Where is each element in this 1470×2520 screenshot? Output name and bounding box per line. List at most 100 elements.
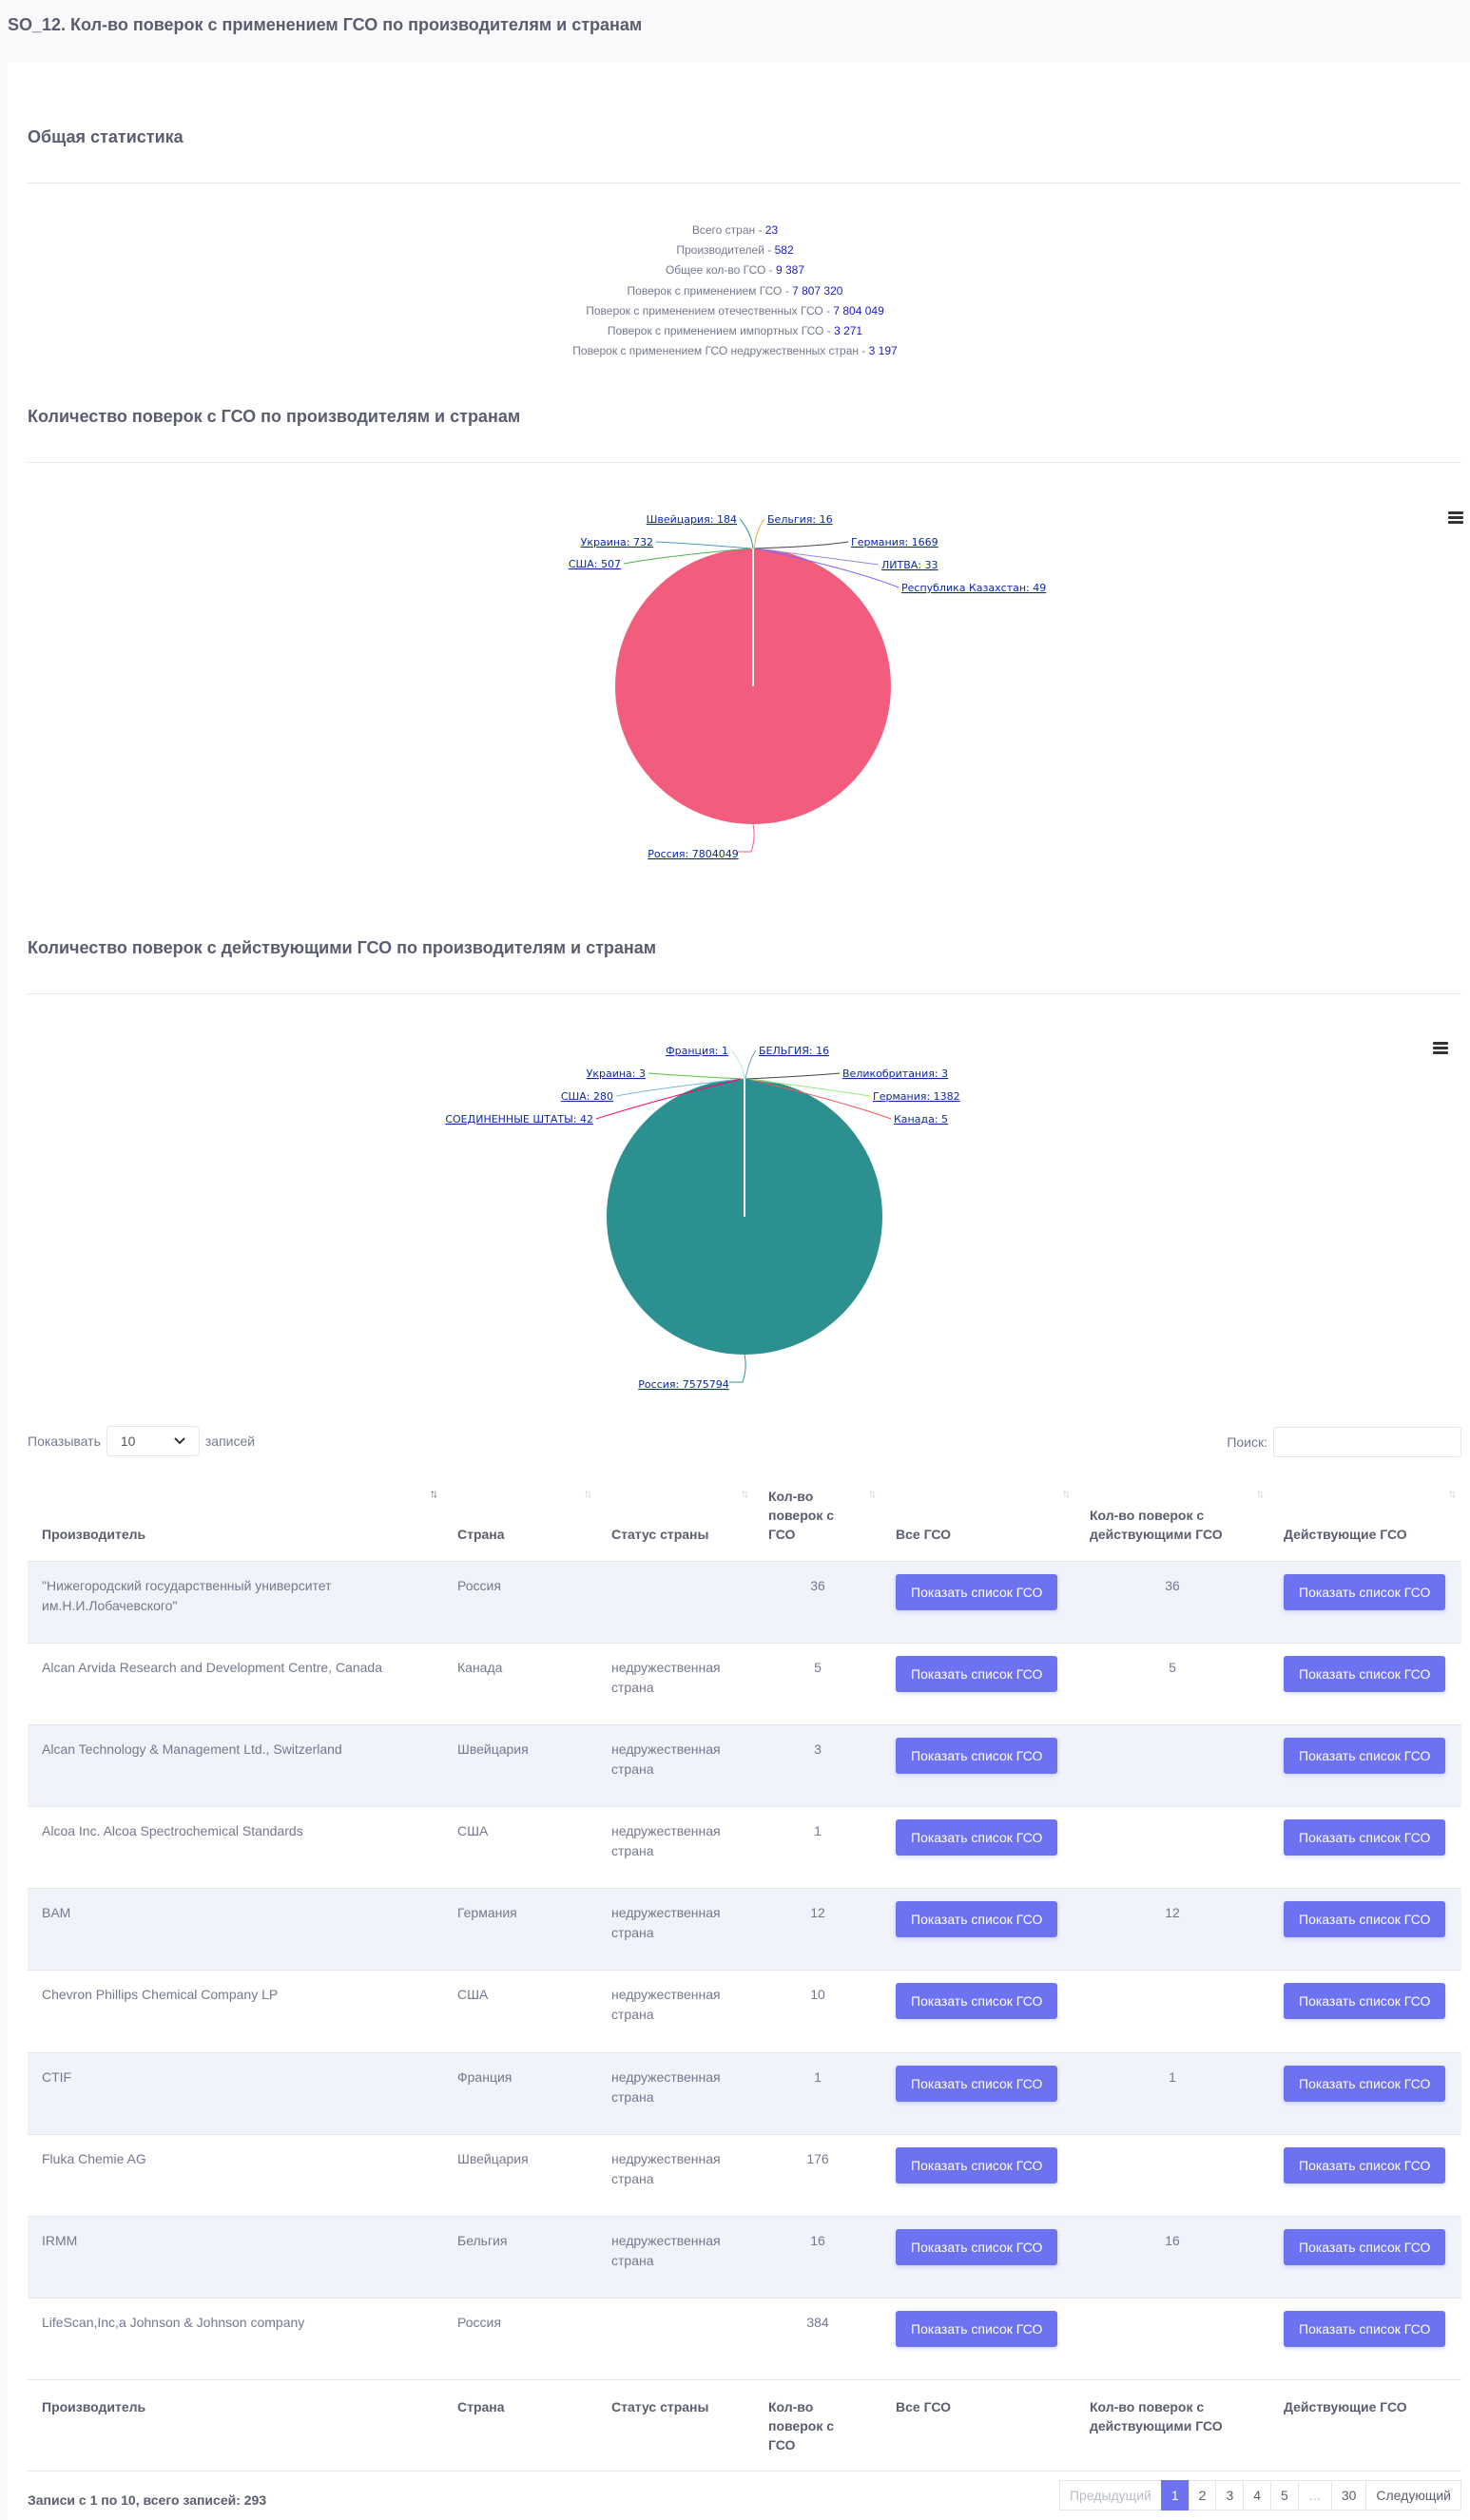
- header-maker[interactable]: Производитель ↑↓: [28, 1469, 443, 1561]
- cell-country-text: Германия: [457, 1905, 517, 1921]
- cell-country-text: Франция: [457, 2068, 513, 2085]
- header-count[interactable]: Кол-во поверок с ГСО ↑↓: [754, 1469, 881, 1561]
- label-connector: [738, 823, 755, 853]
- sort-icon[interactable]: ↑↓: [868, 1487, 877, 1500]
- cell-country-text: США: [457, 1987, 489, 2003]
- data-label[interactable]: Франция: 1: [666, 1045, 728, 1057]
- cell-count: 10: [754, 1971, 881, 2052]
- show-all-gso-button[interactable]: Показать список ГСО: [896, 1819, 1058, 1856]
- stat-value: 7 807 320: [792, 283, 843, 298]
- data-label[interactable]: Германия: 1669: [851, 536, 938, 548]
- label-connector: [739, 518, 754, 549]
- stat-label: Поверок с применением ГСО недружественны…: [572, 344, 869, 358]
- page-size-select[interactable]: 10: [106, 1426, 200, 1456]
- header-status[interactable]: Статус страны ↑↓: [597, 1469, 754, 1561]
- cell-status: [597, 2299, 754, 2380]
- show-all-gso-button[interactable]: Показать список ГСО: [896, 2146, 1058, 2183]
- sort-icon[interactable]: ↑↓: [1448, 1487, 1457, 1500]
- show-active-gso-button[interactable]: Показать список ГСО: [1284, 1819, 1446, 1856]
- sort-icon[interactable]: ↑↓: [1062, 1487, 1071, 1500]
- show-active-gso-button[interactable]: Показать список ГСО: [1284, 1655, 1446, 1692]
- stats-title: Общая статистика: [28, 127, 184, 146]
- show-all-gso-button[interactable]: Показать список ГСО: [896, 1655, 1058, 1692]
- header-active-count[interactable]: Кол-во поверок с действующими ГСО ↑↓: [1075, 1469, 1269, 1561]
- header-all-gso[interactable]: Все ГСО ↑↓: [881, 1469, 1075, 1561]
- show-all-gso-button[interactable]: Показать список ГСО: [896, 2065, 1058, 2102]
- data-label[interactable]: Украина: 3: [587, 1068, 646, 1080]
- show-all-gso-button[interactable]: Показать список ГСО: [896, 1983, 1058, 2020]
- cell-count: 384: [754, 2299, 881, 2380]
- cell-maker: IRMM: [28, 2217, 443, 2299]
- header-active-gso[interactable]: Действующие ГСО ↑↓: [1269, 1469, 1461, 1561]
- label-connector: [747, 1078, 892, 1120]
- sort-icon[interactable]: ↑↓: [430, 1487, 438, 1500]
- page-button[interactable]: 4: [1243, 2480, 1272, 2510]
- data-label[interactable]: Россия: 7575794: [638, 1378, 728, 1391]
- sort-icon[interactable]: ↑↓: [1256, 1487, 1265, 1500]
- cell-country-text: Швейцария: [457, 1741, 529, 1757]
- show-all-gso-button[interactable]: Показать список ГСО: [896, 1901, 1058, 1938]
- page-button[interactable]: …: [1297, 2480, 1332, 2510]
- show-active-gso-button[interactable]: Показать список ГСО: [1284, 2065, 1446, 2102]
- show-active-gso-button[interactable]: Показать список ГСО: [1284, 1901, 1446, 1938]
- table-info: Записи с 1 по 10, всего записей: 293: [28, 2492, 267, 2508]
- header-country[interactable]: Страна ↑↓: [443, 1469, 597, 1561]
- cell-maker: BAM: [28, 1889, 443, 1971]
- next-page-button[interactable]: Следующий: [1365, 2480, 1461, 2510]
- data-label[interactable]: ЛИТВА: 33: [881, 559, 938, 571]
- page-button[interactable]: 1: [1160, 2480, 1190, 2510]
- show-active-gso-button[interactable]: Показать список ГСО: [1284, 1573, 1446, 1610]
- cell-maker: Alcan Arvida Research and Development Ce…: [28, 1643, 443, 1724]
- header-label: Все ГСО: [896, 1526, 951, 1542]
- data-label[interactable]: Германия: 1382: [873, 1090, 960, 1103]
- show-all-gso-button[interactable]: Показать список ГСО: [896, 2311, 1058, 2348]
- page-button[interactable]: 3: [1215, 2480, 1245, 2510]
- cell-status: недружественная страна: [597, 2052, 754, 2134]
- header-label: Действующие ГСО: [1284, 1526, 1407, 1542]
- data-label[interactable]: Республика Казахстан: 49: [901, 582, 1046, 594]
- data-label[interactable]: США: 280: [561, 1090, 613, 1103]
- sort-icon[interactable]: ↑↓: [584, 1487, 592, 1500]
- header-all-gso: Все ГСО: [881, 2380, 1075, 2472]
- cell-count-text: 10: [810, 1987, 825, 2003]
- prev-page-button[interactable]: Предыдущий: [1058, 2480, 1162, 2510]
- show-active-gso-button[interactable]: Показать список ГСО: [1284, 2229, 1446, 2265]
- cell-maker-text: Chevron Phillips Chemical Company LP: [42, 1987, 279, 2003]
- chart2-menu-icon[interactable]: [1433, 1042, 1448, 1055]
- show-active-gso-button[interactable]: Показать список ГСО: [1284, 2146, 1446, 2183]
- data-label[interactable]: Канада: 5: [894, 1113, 948, 1125]
- page-button[interactable]: 30: [1330, 2480, 1367, 2510]
- chart1-menu-icon[interactable]: [1448, 511, 1463, 525]
- data-label[interactable]: СОЕДИНЕННЫЕ ШТАТЫ: 42: [445, 1113, 593, 1125]
- sort-icon[interactable]: ↑↓: [741, 1487, 749, 1500]
- stat-label: Производителей -: [676, 243, 775, 258]
- cell-maker: LifeScan,Inc,a Johnson & Johnson company: [28, 2299, 443, 2380]
- data-label[interactable]: США: 507: [569, 558, 621, 570]
- page-button[interactable]: 5: [1270, 2480, 1299, 2510]
- table-row: Chevron Phillips Chemical Company LP США н…: [28, 1971, 1461, 2053]
- show-all-gso-button[interactable]: Показать список ГСО: [896, 2229, 1058, 2265]
- label-connector: [615, 1078, 743, 1097]
- data-label[interactable]: Бельгия: 16: [767, 513, 833, 526]
- page-button[interactable]: 2: [1188, 2480, 1217, 2510]
- data-label[interactable]: Швейцария: 184: [647, 513, 737, 526]
- data-label[interactable]: БЕЛЬГИЯ: 16: [759, 1045, 829, 1057]
- cell-country-text: Россия: [457, 2315, 501, 2331]
- show-active-gso-button[interactable]: Показать список ГСО: [1284, 1737, 1446, 1774]
- stat-value: 9 387: [776, 263, 805, 278]
- show-all-gso-button[interactable]: Показать список ГСО: [896, 1573, 1058, 1610]
- data-label[interactable]: Россия: 7804049: [648, 848, 738, 860]
- cell-button: Показать список ГСО: [881, 1971, 1075, 2052]
- cell-button: Показать список ГСО: [881, 2217, 1075, 2299]
- search-input[interactable]: [1273, 1427, 1461, 1457]
- cell-maker: Chevron Phillips Chemical Company LP: [28, 1971, 443, 2052]
- show-active-gso-button[interactable]: Показать список ГСО: [1284, 2311, 1446, 2348]
- show-active-gso-button[interactable]: Показать список ГСО: [1284, 1983, 1446, 2020]
- header-label: Все ГСО: [896, 2399, 951, 2415]
- data-label[interactable]: Великобритания: 3: [842, 1068, 948, 1080]
- page-size-value: 10: [120, 1433, 136, 1449]
- data-label[interactable]: Украина: 732: [581, 536, 653, 548]
- show-all-gso-button[interactable]: Показать список ГСО: [896, 1737, 1058, 1774]
- cell-count: 16: [754, 2217, 881, 2299]
- header-label: Кол-во поверок с ГСО: [768, 2399, 835, 2453]
